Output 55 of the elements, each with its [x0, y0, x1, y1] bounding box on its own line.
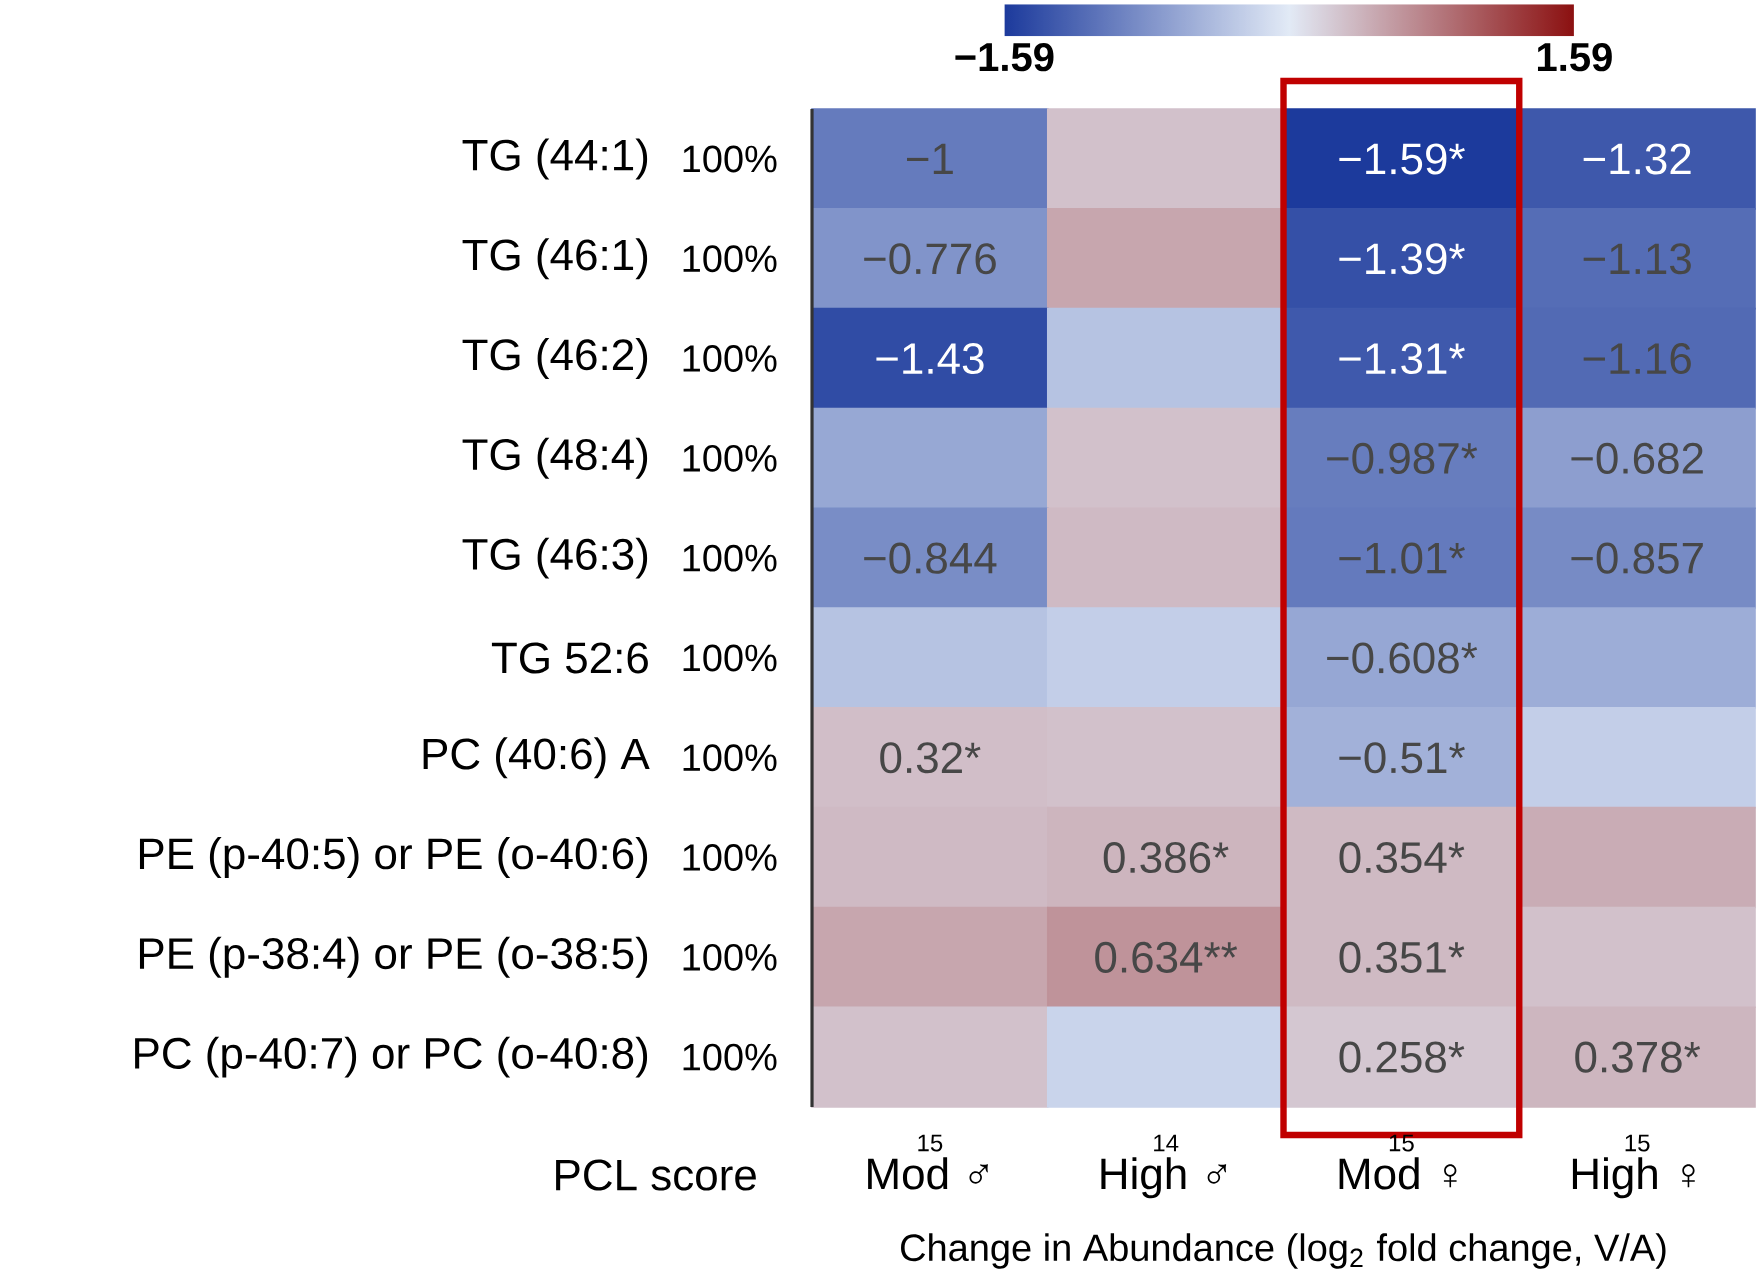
data-label: 0.354* — [1339, 842, 1465, 874]
y2-tick-label: 100% — [683, 345, 777, 372]
data-label: −1.39* — [1339, 243, 1465, 275]
data-label: −1.32 — [1583, 143, 1691, 175]
data-label: −0.987* — [1327, 442, 1478, 474]
y-tick-label: TG (46:2) — [462, 338, 648, 380]
annotation: 15 — [1389, 1134, 1414, 1152]
y-tick-label: TG (46:1) — [462, 238, 648, 280]
y2-tick-label: 100% — [683, 744, 777, 772]
y-tick-label: PC (40:6) A — [423, 737, 650, 779]
annotation: 15 — [1625, 1134, 1650, 1152]
y2-tick-label: 100% — [683, 145, 777, 173]
data-label: 0.378* — [1575, 1041, 1701, 1073]
y-tick-label: TG 52:6 — [491, 642, 648, 674]
data-label: −1.59* — [1339, 143, 1465, 175]
y2-tick-label: 100% — [683, 544, 777, 572]
y-tick-label: PE (p-40:5) or PE (o-40:6) — [139, 837, 648, 878]
y-tick-label: TG (44:1) — [462, 138, 648, 180]
x-tick-label: Mod ♀ — [1339, 1157, 1457, 1190]
data-label: 0.634** — [1095, 941, 1238, 973]
y2-tick-label: 100% — [683, 444, 777, 472]
x-tick-label: Mod ♂ — [868, 1157, 988, 1190]
y-tick-label: PE (p-38:4) or PE (o-38:5) — [139, 936, 648, 978]
data-label: −1.16 — [1583, 343, 1691, 375]
data-label: 0.32* — [880, 742, 981, 774]
color-bar-label: −1.59 — [955, 42, 1054, 72]
data-label: −0.682 — [1571, 442, 1703, 474]
y-tick-label: TG (48:4) — [462, 437, 648, 479]
x-tick-label: High ♂ — [1101, 1157, 1227, 1199]
x-axis-title: Change in Abundance (log$_{2}$ fold change, V/A) — [901, 1233, 1666, 1269]
y2-tick-label: 100% — [683, 644, 777, 672]
text: PCL score — [556, 1159, 756, 1191]
y-tick-label: PC (p-40:7) or PC (o-40:8) — [135, 1036, 648, 1078]
y2-tick-label: 100% — [683, 943, 777, 971]
y-tick-label: TG (46:3) — [462, 537, 648, 579]
annotation: 15 — [918, 1134, 943, 1152]
data-label: −0.776 — [864, 243, 996, 275]
color-bar-label: 1.59 — [1537, 42, 1612, 72]
annotation: 14 — [1154, 1134, 1179, 1152]
data-label: −1.13 — [1583, 243, 1691, 275]
y2-tick-label: 100% — [683, 245, 777, 273]
data-label: 0.351* — [1339, 941, 1465, 973]
data-label: 0.386* — [1103, 842, 1229, 874]
data-label: −0.857 — [1571, 542, 1703, 574]
data-label: −1.31* — [1339, 343, 1465, 375]
data-label: −0.844 — [864, 542, 997, 574]
data-label: −1.43 — [876, 343, 984, 375]
y2-tick-label: 100% — [683, 1043, 777, 1071]
data-label: −1.01* — [1339, 542, 1465, 574]
data-label: −0.51* — [1339, 742, 1465, 774]
y2-tick-label: 100% — [683, 844, 777, 871]
data-label: −1 — [907, 143, 953, 175]
x-tick-label: High ♀ — [1572, 1157, 1695, 1199]
data-label: 0.258* — [1339, 1041, 1465, 1073]
data-label: −0.608* — [1327, 642, 1478, 674]
